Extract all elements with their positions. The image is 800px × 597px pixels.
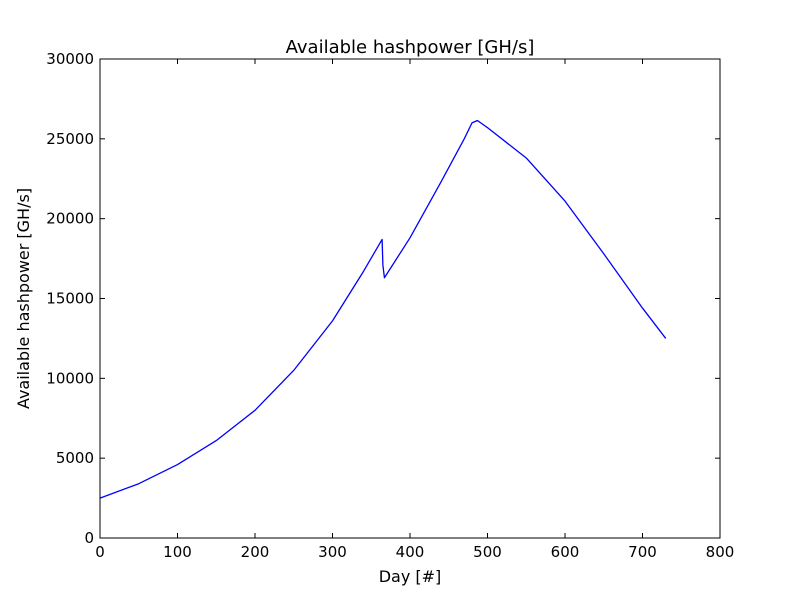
- y-axis: 0 5000 10000 15000 20000 25000 30000: [46, 50, 720, 547]
- y-axis-label: Available hashpower [GH/s]: [14, 188, 33, 409]
- plot-area: [99, 58, 721, 539]
- x-tick-label: 300: [318, 543, 347, 561]
- x-tick-label: 500: [473, 543, 502, 561]
- series-layer: [99, 119, 667, 499]
- y-tick-label: 30000: [46, 50, 94, 68]
- y-tick-label: 25000: [46, 130, 94, 148]
- x-axis-label: Day [#]: [379, 567, 442, 586]
- y-tick-label: 0: [84, 529, 94, 547]
- x-axis: 0 100 200 300 400 500 600 700 800: [95, 59, 734, 561]
- x-tick-label: 100: [163, 543, 192, 561]
- x-tick-label: 200: [241, 543, 270, 561]
- x-tick-label: 600: [551, 543, 580, 561]
- chart-title: Available hashpower [GH/s]: [286, 37, 535, 58]
- series-line: [99, 119, 667, 499]
- x-tick-label: 700: [628, 543, 657, 561]
- y-tick-label: 5000: [56, 449, 94, 467]
- y-tick-label: 20000: [46, 210, 94, 228]
- y-tick-label: 15000: [46, 290, 94, 308]
- x-tick-label: 800: [706, 543, 735, 561]
- plot-background: [100, 59, 720, 538]
- y-tick-label: 10000: [46, 369, 94, 387]
- x-tick-label: 400: [396, 543, 425, 561]
- x-tick-label: 0: [95, 543, 105, 561]
